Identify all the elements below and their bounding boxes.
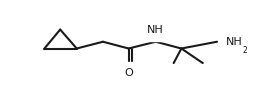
Text: O: O [124,68,133,78]
Text: NH: NH [147,25,164,35]
Text: NH: NH [225,37,242,47]
Text: 2: 2 [243,46,248,55]
